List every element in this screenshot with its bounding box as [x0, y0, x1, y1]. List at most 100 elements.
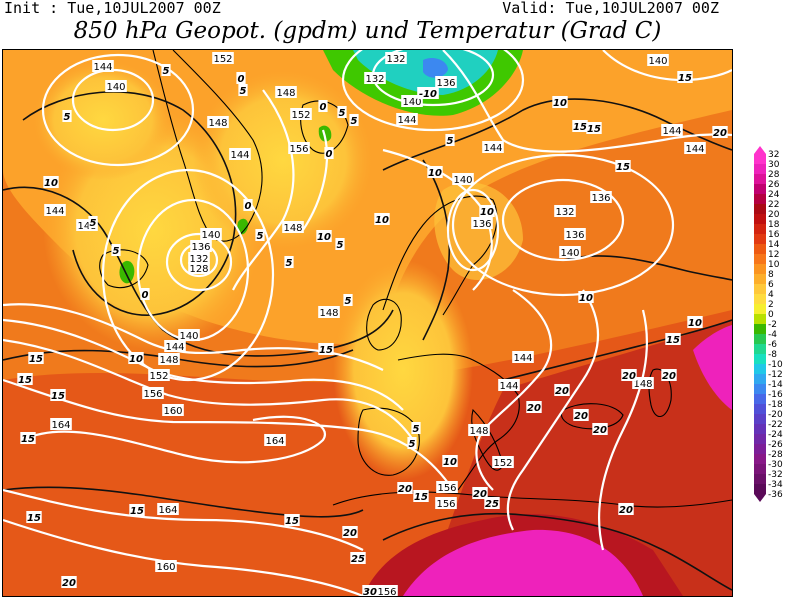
colorbar-segment [754, 424, 766, 434]
temperature-label-text: 5 [339, 108, 346, 119]
height-label: 156 [435, 497, 457, 510]
temperature-label-text: 5 [447, 136, 454, 147]
temperature-label: 15 [20, 432, 36, 445]
temperature-label-box [554, 384, 570, 396]
temperature-label-text: 5 [240, 86, 247, 97]
temperature-colorbar [754, 146, 766, 502]
colorbar-segment [754, 454, 766, 464]
temperature-label-text: 5 [413, 424, 420, 435]
temperature-label-text: 20 [62, 578, 76, 589]
temperature-label-text: 15 [678, 73, 692, 84]
colorbar-segment [754, 224, 766, 234]
height-label: 136 [471, 217, 493, 230]
temperature-label-box [62, 110, 72, 122]
height-label-box [50, 418, 72, 430]
height-label: 144 [498, 379, 520, 392]
colorbar-segment [754, 184, 766, 194]
height-label-text: 136 [472, 219, 491, 230]
temperature-label-box [17, 373, 33, 385]
temperature-label-text: 20 [343, 528, 357, 539]
colorbar-label: 22 [768, 200, 780, 210]
colorbar-segment [754, 404, 766, 414]
colorbar-label: 16 [768, 230, 780, 240]
height-label-text: 152 [493, 458, 512, 469]
temperature-label-box [284, 256, 294, 268]
colorbar-segment [754, 154, 766, 164]
temperature-label: -10 [417, 87, 439, 100]
init-time-label: Init : Tue,10JUL2007 00Z [4, 0, 221, 17]
height-label-box [264, 434, 286, 446]
height-label-text: 156 [437, 483, 456, 494]
temperature-label-box [687, 316, 703, 328]
height-label-box [105, 80, 127, 92]
colorbar-label: 24 [768, 190, 780, 200]
height-label-text: 164 [158, 505, 177, 516]
height-label: 148 [468, 424, 490, 437]
isotherm-line [502, 319, 732, 381]
temperature-label-text: 0 [320, 102, 327, 113]
height-label-text: 164 [265, 436, 284, 447]
height-label: 144 [661, 124, 683, 137]
isotherm-line [382, 512, 732, 591]
colorbar-segment [754, 244, 766, 254]
colorbar-label: 20 [768, 210, 780, 220]
temperature-label-text: 5 [345, 296, 352, 307]
height-label-text: 136 [591, 193, 610, 204]
height-label: 152 [492, 456, 514, 469]
temperature-shading [3, 50, 732, 596]
height-label-text: 148 [208, 118, 227, 129]
colorbar-label: 14 [768, 240, 780, 250]
temperature-label: 5 [349, 114, 359, 127]
colorbar-segment [754, 294, 766, 304]
height-label: 144 [164, 340, 186, 353]
temperature-label: 15 [665, 333, 681, 346]
temperature-label-box [26, 511, 42, 523]
height-label-box [162, 404, 184, 416]
colorbar-label: -8 [768, 350, 777, 360]
temperature-label-box [573, 409, 589, 421]
temperature-label: 5 [445, 134, 455, 147]
colorbar-segment [754, 484, 766, 494]
colorbar-label: 4 [768, 290, 774, 300]
height-label-text: 144 [513, 353, 532, 364]
contour-line [3, 338, 414, 441]
temperature-label-text: 5 [257, 231, 264, 242]
contour-line [446, 188, 500, 272]
contour-line [475, 289, 553, 491]
temperature-label-text: 0 [142, 290, 149, 301]
temperature-label-box [407, 437, 417, 449]
height-label: 136 [564, 228, 586, 241]
contour-line [41, 53, 195, 167]
height-label-box [452, 173, 474, 185]
height-label-box [376, 585, 398, 596]
temperature-label-box [236, 72, 246, 84]
colorbar-label: -14 [768, 380, 783, 390]
colorbar-segment [754, 394, 766, 404]
height-label-box [229, 148, 251, 160]
colorbar-top-arrow [754, 146, 766, 154]
temperature-label-text: 25 [351, 554, 365, 565]
temperature-label: 10 [43, 176, 59, 189]
colorbar-segment [754, 314, 766, 324]
temperature-label: 15 [50, 389, 66, 402]
temperature-label-box [445, 134, 455, 146]
temperature-label: 20 [712, 126, 728, 139]
colorbar-label: -32 [768, 470, 783, 480]
temperature-label: 20 [573, 409, 589, 422]
temperature-label: 0 [324, 147, 334, 160]
temperature-label-box [661, 369, 677, 381]
temperature-label: 25 [484, 497, 500, 510]
height-label: 148 [318, 306, 340, 319]
temperature-label-box [61, 576, 77, 588]
temperature-label-box [255, 229, 265, 241]
temperature-label-text: 15 [319, 345, 333, 356]
header-bar: Init : Tue,10JUL2007 00Z Valid: Tue,10JU… [0, 0, 789, 46]
colorbar-label: 32 [768, 150, 780, 160]
height-label: 144 [482, 141, 504, 154]
temperature-label-text: 15 [587, 124, 601, 135]
height-label-text: 132 [365, 74, 384, 85]
temperature-label-text: 5 [286, 258, 293, 269]
temperature-label: 5 [238, 84, 248, 97]
colorbar-label: -20 [768, 410, 783, 420]
temperature-label-text: 20 [555, 386, 569, 397]
